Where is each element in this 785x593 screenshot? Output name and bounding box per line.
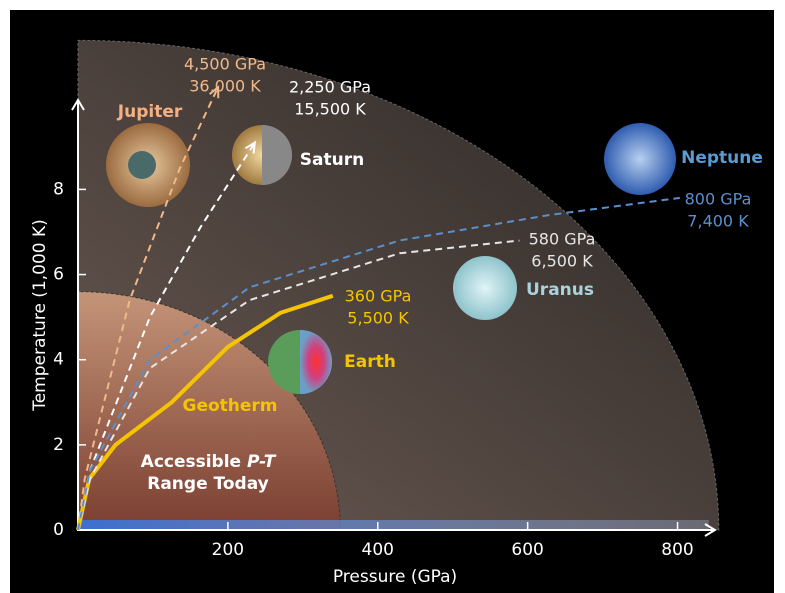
y-arrow — [71, 98, 85, 111]
series-name: Saturn — [300, 150, 364, 170]
y-tick-label: 8 — [53, 179, 64, 199]
x-tick-label: 200 — [212, 540, 244, 560]
series-line — [77, 196, 680, 531]
accessible-label-part: P-T — [247, 452, 277, 472]
accessible-label-part: Accessible — [141, 452, 247, 472]
earth-cut — [300, 330, 332, 394]
end-label: 2,250 GPa — [289, 78, 371, 97]
end-label: 360 GPa — [345, 287, 412, 306]
series-name: Geotherm — [182, 396, 277, 416]
series-arrow — [208, 85, 220, 99]
x-axis-label: Pressure (GPa) — [333, 567, 457, 587]
x-tick-label: 600 — [511, 540, 543, 560]
y-tick-label: 2 — [53, 435, 64, 455]
x-arrow — [704, 523, 717, 537]
x-tick-label: 400 — [362, 540, 394, 560]
end-label: 36,000 K — [189, 77, 261, 96]
planet-illustrations — [106, 120, 680, 394]
end-label: 4,500 GPa — [184, 55, 266, 74]
neptune-image — [604, 123, 676, 195]
end-label: 580 GPa — [529, 230, 596, 249]
y-axis-label: Temperature (1,000 K) — [30, 219, 50, 412]
end-label: 15,500 K — [294, 100, 366, 119]
x-tick-label: 800 — [661, 540, 693, 560]
accessible-label: Range Today — [147, 474, 269, 494]
series-name: Neptune — [681, 148, 763, 168]
y-tick-label: 0 — [53, 520, 64, 540]
end-label: 7,400 K — [687, 212, 749, 231]
jupiter-core — [128, 151, 156, 179]
pressure-band — [78, 520, 709, 530]
end-label: 5,500 K — [347, 309, 409, 328]
series-name: Uranus — [526, 280, 594, 300]
annotation: Earth — [344, 352, 396, 372]
y-tick-label: 6 — [53, 265, 64, 285]
series-arrow — [244, 140, 257, 154]
end-label: 6,500 K — [531, 252, 593, 271]
accessible-range — [77, 291, 341, 531]
uranus-image — [453, 256, 517, 320]
y-tick-label: 4 — [53, 350, 64, 370]
series-name: Jupiter — [117, 102, 183, 122]
accessible-label: Accessible P-T — [141, 452, 277, 472]
saturn-cut — [262, 125, 292, 185]
end-label: 800 GPa — [685, 190, 752, 209]
